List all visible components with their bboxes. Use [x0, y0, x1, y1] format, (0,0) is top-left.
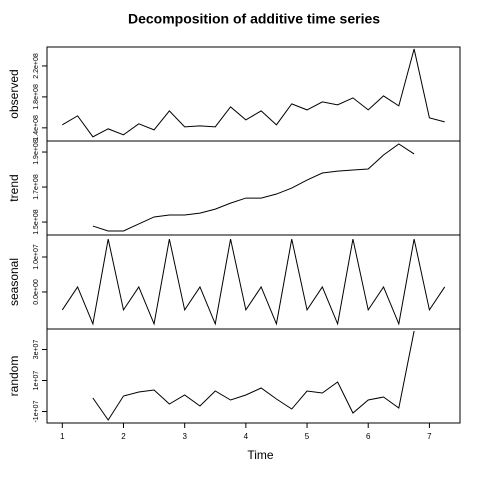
x-tick-label: 7 — [427, 432, 432, 441]
y-tick-label: 1.8e+08 — [33, 84, 40, 110]
x-tick-label: 5 — [305, 432, 310, 441]
y-tick-label: 1e+07 — [33, 371, 40, 391]
y-axis-label: trend — [7, 174, 21, 201]
y-tick-label: 1.5e+08 — [33, 209, 40, 235]
y-axis-label: seasonal — [7, 258, 21, 306]
y-tick-label: -1e+07 — [33, 400, 40, 422]
series-line — [92, 143, 415, 232]
panel-frame — [46, 328, 461, 424]
x-tick-label: 2 — [121, 432, 126, 441]
x-axis-label: Time — [247, 448, 274, 462]
x-tick-label: 4 — [244, 432, 249, 441]
x-tick-label: 1 — [60, 432, 65, 441]
x-tick-label: 6 — [366, 432, 371, 441]
x-tick-label: 3 — [182, 432, 187, 441]
series-line — [61, 238, 446, 326]
y-tick-label: 2.2e+08 — [33, 53, 40, 79]
y-tick-label: 1.9e+08 — [33, 139, 40, 165]
y-tick-label: 1.0e+07 — [33, 244, 40, 270]
series-line — [92, 330, 415, 421]
y-tick-label: 3e+07 — [33, 340, 40, 360]
y-tick-label: 1.7e+08 — [33, 174, 40, 200]
y-axis-label: random — [7, 356, 21, 397]
y-tick-label: 0.0e+00 — [33, 279, 40, 305]
series-line — [62, 48, 445, 138]
chart-title: Decomposition of additive time series — [128, 11, 380, 27]
y-axis-label: observed — [7, 69, 21, 118]
y-tick-label: 1.4e+08 — [33, 115, 40, 141]
